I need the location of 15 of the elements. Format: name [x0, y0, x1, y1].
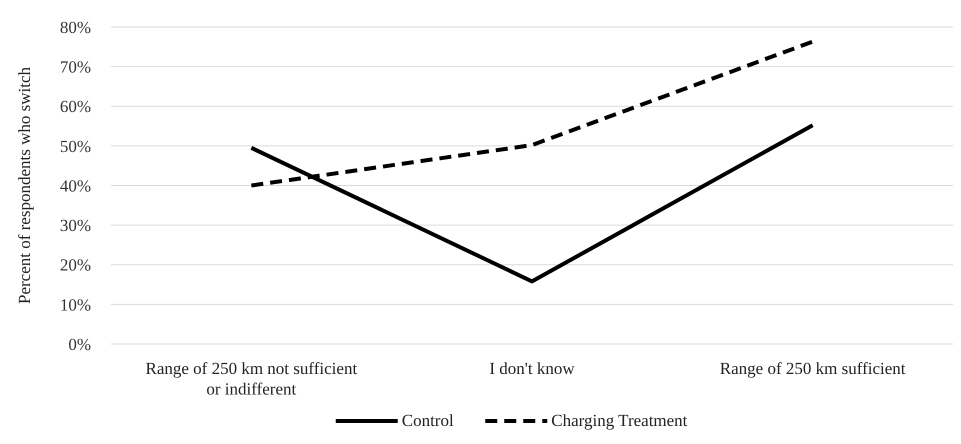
x-tick-label: I don't know [489, 359, 576, 378]
y-tick-label: 10% [60, 295, 91, 314]
y-tick-label: 40% [60, 176, 91, 196]
legend-label: Control [402, 411, 454, 430]
y-axis-title: Percent of respondents who switch [15, 66, 34, 304]
y-tick-label: 80% [60, 18, 91, 37]
y-tick-label: 60% [60, 97, 91, 116]
y-tick-label: 30% [60, 216, 91, 236]
x-tick-label: Range of 250 km sufficient [720, 359, 906, 378]
y-tick-label: 0% [68, 334, 91, 354]
y-tick-label: 20% [60, 256, 91, 275]
y-tick-label: 50% [60, 136, 91, 156]
legend-label: Charging Treatment [551, 411, 688, 430]
y-tick-label: 70% [60, 58, 91, 77]
x-tick-label: Range of 250 km not sufficient or indifferent [145, 359, 358, 398]
